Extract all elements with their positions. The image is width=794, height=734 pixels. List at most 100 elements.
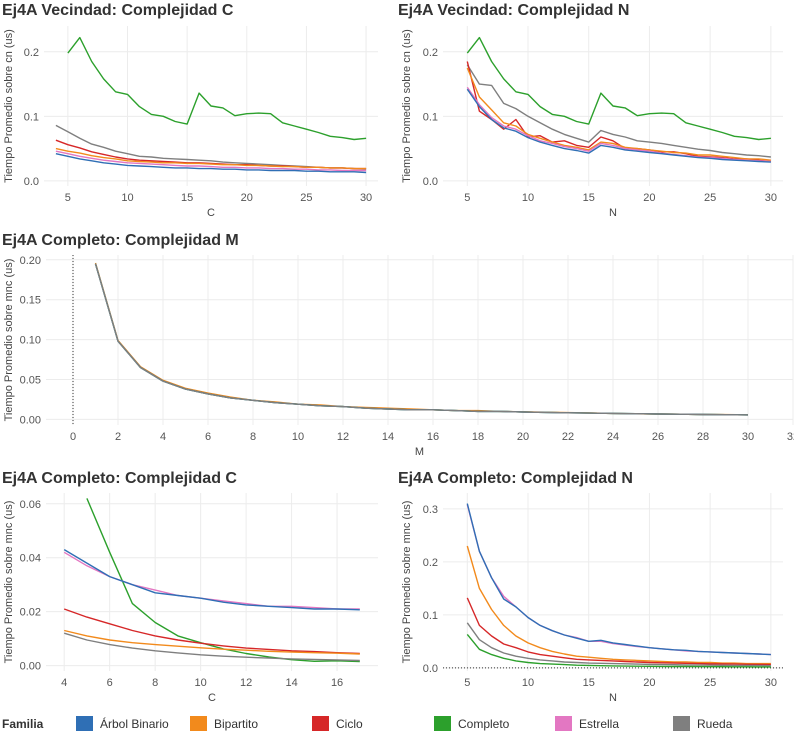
x-tick-label: 18: [472, 431, 484, 443]
x-tick-label: 10: [522, 192, 534, 204]
legend-swatch: [434, 716, 451, 731]
legend-swatch: [673, 716, 690, 731]
series-line-estrella: [55, 150, 367, 172]
y-axis-label: Tiempo Promedio sobre mnc (us): [3, 259, 15, 422]
series-line-rueda: [466, 622, 771, 667]
plot-area: 5 10 15 20 25 30 0.0 0.1 0.2 C Tiempo Promedio sob…: [3, 26, 378, 219]
x-tick-label: 14: [382, 431, 394, 443]
y-tick-label: 0.0: [423, 176, 438, 188]
x-tick-label: 24: [607, 431, 619, 443]
legend-title: Familia: [2, 717, 44, 731]
y-tick-label: 0.10: [20, 335, 41, 347]
legend: Familia Árbol Binario Bipartito Ciclo Co…: [0, 712, 794, 734]
y-tick-label: 0.1: [24, 111, 39, 123]
y-tick-label: 0.02: [20, 607, 41, 619]
y-axis-label: Tiempo Promedio sobre cn (us): [401, 29, 413, 183]
y-tick-label: 0.2: [24, 47, 39, 59]
x-tick-label: 14: [285, 677, 297, 689]
chart-completo-m: 024681012141618202224262830320.000.050.1…: [3, 255, 794, 458]
x-axis-label: N: [609, 692, 617, 704]
x-tick-label: 30: [765, 192, 777, 204]
x-tick-label: 10: [522, 677, 534, 689]
y-tick-label: 0.3: [423, 504, 438, 516]
y-axis-label: Tiempo Promedio sobre mnc (us): [3, 501, 15, 664]
x-tick-label: 5: [65, 192, 71, 204]
series-line-ciclo: [466, 597, 771, 666]
y-tick-label: 0.0: [24, 176, 39, 188]
x-tick-label: 4: [61, 677, 67, 689]
x-tick-label: 30: [765, 677, 777, 689]
series-line-rueda: [63, 632, 360, 662]
x-tick-label: 20: [517, 431, 529, 443]
x-tick-label: 30: [360, 192, 372, 204]
x-tick-label: 4: [160, 431, 166, 443]
legend-label: Estrella: [579, 717, 620, 731]
series-line-arbol: [63, 548, 360, 611]
legend-label: Rueda: [697, 717, 733, 731]
x-tick-label: 16: [427, 431, 439, 443]
y-tick-label: 0.1: [423, 610, 438, 622]
x-tick-label: 10: [292, 431, 304, 443]
y-tick-label: 0.20: [20, 255, 41, 267]
y-tick-label: 0.2: [423, 47, 438, 59]
y-tick-label: 0.2: [423, 557, 438, 569]
plot-area: 5 10 15 20 25 30 0.0 0.1 0.2 0.3 N Tiempo Promedio …: [401, 493, 783, 704]
x-tick-label: 12: [337, 431, 349, 443]
series-line-completo: [466, 36, 771, 141]
chart-completo-c: 4 6 8 10 12 14 16 0.00 0.02 0.04 0.06 C Tiempo Prome…: [3, 493, 378, 704]
y-tick-label: 0.05: [20, 375, 41, 387]
x-tick-label: 30: [742, 431, 754, 443]
x-axis-label: C: [208, 692, 216, 704]
series-line-completo: [67, 36, 367, 141]
x-tick-label: 26: [652, 431, 664, 443]
x-tick-label: 6: [107, 677, 113, 689]
x-tick-label: 10: [195, 677, 207, 689]
series-line-ciclo: [63, 608, 360, 655]
x-tick-label: 25: [704, 677, 716, 689]
x-tick-label: 25: [300, 192, 312, 204]
chart-vecindad-n: 5 10 15 20 25 30 0.0 0.1 0.2 N Tiempo Promedio sob…: [401, 26, 783, 219]
x-tick-label: 5: [464, 192, 470, 204]
chart-vecindad-c: 5 10 15 20 25 30 0.0 0.1 0.2 C Tiempo Promedio sob…: [3, 26, 378, 219]
x-tick-label: 5: [464, 677, 470, 689]
series-line-bipartito: [466, 67, 771, 161]
y-tick-label: 0.1: [423, 111, 438, 123]
x-axis-label: M: [415, 446, 424, 458]
chart-title: Ej4A Completo: Complejidad N: [398, 470, 633, 487]
plot-area: 024681012141618202224262830320.000.050.1…: [3, 255, 794, 458]
y-axis-label: Tiempo Promedio sobre cn (us): [3, 29, 15, 183]
series-line-arbol: [466, 88, 771, 163]
legend-label: Ciclo: [336, 717, 363, 731]
y-axis-label: Tiempo Promedio sobre mnc (us): [401, 501, 413, 664]
x-tick-label: 15: [583, 677, 595, 689]
legend-label: Árbol Binario: [100, 717, 169, 731]
x-tick-label: 25: [704, 192, 716, 204]
plot-area: 5 10 15 20 25 30 0.0 0.1 0.2 N Tiempo Promedio sob…: [401, 26, 783, 219]
legend-swatch: [76, 716, 93, 731]
x-tick-label: 15: [181, 192, 193, 204]
series-line-bipartito: [466, 545, 771, 665]
chart-completo-n: 5 10 15 20 25 30 0.0 0.1 0.2 0.3 N Tiempo Promedio …: [401, 493, 783, 704]
series-line-rueda: [466, 64, 771, 158]
x-tick-label: 15: [583, 192, 595, 204]
y-tick-label: 0.00: [20, 661, 41, 673]
chart-title: Ej4A Vecindad: Complejidad N: [398, 2, 630, 19]
x-tick-label: 0: [70, 431, 76, 443]
x-tick-label: 8: [250, 431, 256, 443]
x-tick-label: 8: [152, 677, 158, 689]
x-axis-label: N: [609, 207, 617, 219]
x-tick-label: 16: [331, 677, 343, 689]
x-tick-label: 20: [643, 192, 655, 204]
y-tick-label: 0.15: [20, 295, 41, 307]
chart-title: Ej4A Completo: Complejidad C: [2, 470, 237, 487]
legend-label: Completo: [458, 717, 510, 731]
series-line-bipartito: [55, 147, 367, 170]
series-line-completo: [466, 633, 771, 668]
x-tick-label: 20: [241, 192, 253, 204]
x-tick-label: 2: [115, 431, 121, 443]
series-line-estrella: [466, 86, 771, 163]
y-tick-label: 0.06: [20, 499, 41, 511]
y-tick-label: 0.00: [20, 414, 41, 426]
chart-title: Ej4A Completo: Complejidad M: [2, 232, 239, 249]
legend-label: Bipartito: [214, 717, 259, 731]
